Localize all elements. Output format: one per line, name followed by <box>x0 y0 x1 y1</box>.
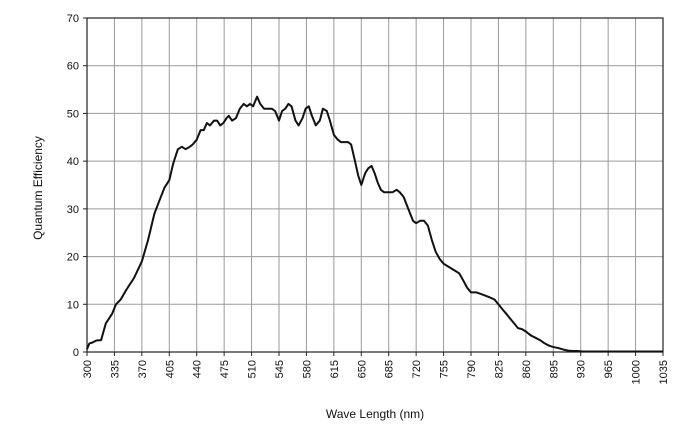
y-tick-label: 50 <box>67 108 79 120</box>
x-tick-label: 475 <box>219 360 231 378</box>
x-tick-label: 615 <box>329 360 341 378</box>
y-tick-label: 20 <box>67 252 79 264</box>
x-tick-label: 545 <box>274 360 286 378</box>
y-tick-label: 60 <box>67 61 79 73</box>
x-tick-label: 825 <box>493 360 505 378</box>
x-tick-label: 650 <box>356 360 368 378</box>
x-tick-label: 685 <box>384 360 396 378</box>
x-tick-label: 440 <box>192 360 204 378</box>
y-tick-label: 70 <box>67 13 79 25</box>
x-tick-label: 300 <box>82 360 94 378</box>
y-tick-label: 10 <box>67 299 79 311</box>
x-tick-label: 1035 <box>658 360 670 384</box>
plot-border <box>86 17 664 353</box>
y-tick-label: 0 <box>73 347 79 359</box>
grid <box>86 17 664 353</box>
axes <box>83 17 664 356</box>
x-tick-label: 335 <box>109 360 121 378</box>
series-line <box>86 95 663 353</box>
series-group <box>86 95 663 353</box>
x-tick-label: 790 <box>466 360 478 378</box>
x-tick-label: 755 <box>439 360 451 378</box>
x-tick-label: 965 <box>603 360 615 378</box>
x-tick-label: 720 <box>411 360 423 378</box>
x-axis-tick-labels: 300 335 370 405 440 475 510 545 580 615 650 685 720 7… <box>82 360 670 384</box>
y-axis-tick-labels: 0 10 20 30 40 50 60 70 <box>67 13 79 359</box>
x-tick-label: 860 <box>521 360 533 378</box>
y-tick-label: 40 <box>67 156 79 168</box>
x-tick-label: 930 <box>576 360 588 378</box>
x-tick-label: 405 <box>164 360 176 378</box>
x-axis-title: Wave Length (nm) <box>326 407 424 421</box>
y-tick-label: 30 <box>67 204 79 216</box>
x-tick-label: 510 <box>247 360 259 378</box>
x-tick-label: 895 <box>548 360 560 378</box>
x-tick-label: 1000 <box>631 360 643 384</box>
x-tick-label: 370 <box>137 360 149 378</box>
y-axis-title: Quantum Efficiency <box>31 136 45 240</box>
x-tick-label: 580 <box>301 360 313 378</box>
